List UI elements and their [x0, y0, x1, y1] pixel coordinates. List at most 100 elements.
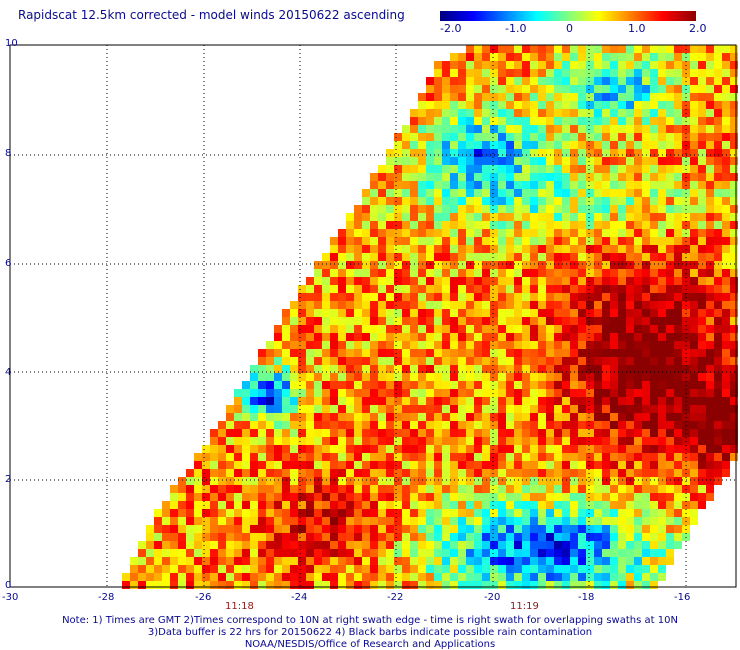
swath-cell — [730, 397, 738, 405]
swath-cell — [618, 277, 626, 285]
swath-cell — [210, 549, 218, 557]
swath-cell — [642, 445, 650, 453]
swath-cell — [186, 485, 194, 493]
swath-cell — [618, 253, 626, 261]
swath-cell — [666, 245, 674, 253]
swath-cell — [658, 373, 666, 381]
swath-cell — [554, 501, 562, 509]
swath-cell — [402, 477, 410, 485]
swath-cell — [698, 277, 706, 285]
swath-cell — [634, 349, 642, 357]
swath-cell — [426, 237, 434, 245]
swath-cell — [442, 421, 450, 429]
swath-cell — [338, 253, 346, 261]
swath-cell — [346, 285, 354, 293]
swath-cell — [690, 445, 698, 453]
swath-cell — [282, 325, 290, 333]
swath-cell — [514, 557, 522, 565]
swath-cell — [394, 197, 402, 205]
swath-cell — [250, 381, 258, 389]
swath-cell — [314, 445, 322, 453]
swath-cell — [514, 317, 522, 325]
swath-cell — [618, 149, 626, 157]
swath-cell — [386, 237, 394, 245]
swath-cell — [514, 325, 522, 333]
swath-cell — [466, 477, 474, 485]
swath-cell — [394, 557, 402, 565]
swath-cell — [426, 213, 434, 221]
swath-cell — [474, 341, 482, 349]
swath-cell — [218, 469, 226, 477]
swath-cell — [474, 125, 482, 133]
swath-cell — [554, 453, 562, 461]
swath-cell — [378, 317, 386, 325]
swath-cell — [442, 365, 450, 373]
swath-cell — [554, 173, 562, 181]
swath-cell — [514, 421, 522, 429]
swath-cell — [530, 565, 538, 573]
swath-cell — [354, 397, 362, 405]
swath-cell — [282, 477, 290, 485]
swath-cell — [490, 349, 498, 357]
swath-cell — [586, 197, 594, 205]
swath-cell — [674, 165, 682, 173]
swath-cell — [226, 493, 234, 501]
swath-cell — [690, 429, 698, 437]
swath-cell — [658, 565, 666, 573]
swath-cell — [586, 141, 594, 149]
swath-cell — [362, 293, 370, 301]
swath-cell — [538, 389, 546, 397]
swath-cell — [578, 485, 586, 493]
swath-cell — [354, 293, 362, 301]
swath-cell — [226, 461, 234, 469]
swath-cell — [426, 429, 434, 437]
swath-cell — [610, 469, 618, 477]
swath-cell — [546, 45, 554, 53]
swath-cell — [594, 141, 602, 149]
swath-cell — [522, 181, 530, 189]
swath-cell — [498, 437, 506, 445]
swath-cell — [466, 141, 474, 149]
swath-cell — [634, 533, 642, 541]
swath-cell — [418, 213, 426, 221]
swath-cell — [338, 333, 346, 341]
swath-cell — [570, 349, 578, 357]
swath-cell — [714, 165, 722, 173]
swath-cell — [546, 277, 554, 285]
swath-cell — [146, 581, 154, 589]
swath-cell — [650, 61, 658, 69]
swath-cell — [386, 317, 394, 325]
swath-cell — [458, 581, 466, 589]
swath-cell — [274, 405, 282, 413]
swath-cell — [658, 309, 666, 317]
swath-cell — [466, 373, 474, 381]
swath-cell — [434, 325, 442, 333]
swath-cell — [602, 525, 610, 533]
swath-cell — [234, 421, 242, 429]
swath-cell — [642, 157, 650, 165]
swath-cell — [586, 509, 594, 517]
swath-cell — [274, 413, 282, 421]
swath-cell — [314, 493, 322, 501]
swath-cell — [402, 453, 410, 461]
swath-cell — [482, 237, 490, 245]
swath-cell — [530, 557, 538, 565]
swath-cell — [466, 165, 474, 173]
swath-cell — [378, 373, 386, 381]
swath-cell — [290, 477, 298, 485]
swath-cell — [482, 581, 490, 589]
swath-cell — [322, 445, 330, 453]
swath-cell — [594, 45, 602, 53]
swath-cell — [386, 541, 394, 549]
swath-cell — [370, 485, 378, 493]
swath-cell — [506, 509, 514, 517]
swath-cell — [562, 573, 570, 581]
swath-cell — [202, 453, 210, 461]
swath-cell — [690, 373, 698, 381]
swath-cell — [306, 381, 314, 389]
swath-cell — [314, 501, 322, 509]
swath-cell — [434, 85, 442, 93]
swath-cell — [522, 429, 530, 437]
swath-cell — [258, 429, 266, 437]
swath-cell — [538, 101, 546, 109]
